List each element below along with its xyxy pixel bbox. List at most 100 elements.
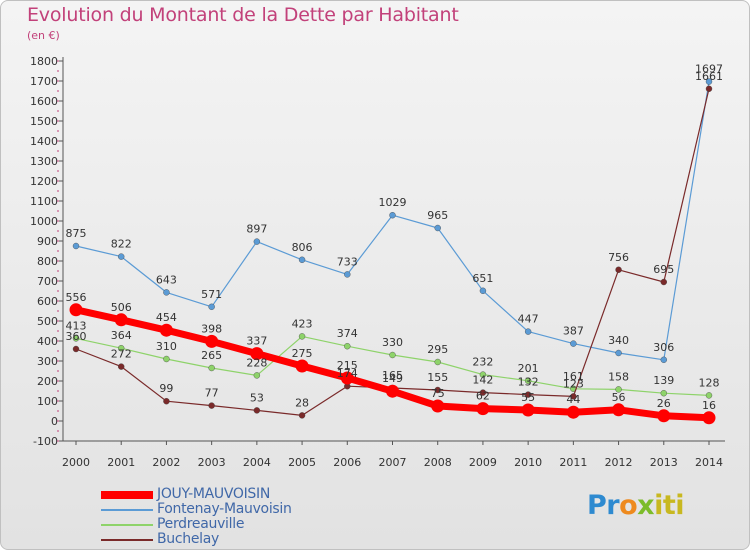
legend-label: Buchelay (157, 531, 220, 547)
y-tick-label: 1200 (30, 175, 58, 188)
data-point (660, 356, 667, 363)
data-label: 387 (563, 325, 584, 338)
data-label: 228 (246, 356, 267, 369)
data-point (434, 386, 441, 394)
x-tick-label: 2002 (152, 456, 180, 469)
data-point (476, 402, 490, 416)
data-point (615, 386, 622, 393)
data-label: 55 (521, 391, 535, 404)
data-point (208, 303, 215, 310)
data-point (72, 335, 80, 342)
data-label: 695 (653, 263, 674, 276)
data-label: 165 (382, 369, 403, 382)
data-point (524, 391, 532, 398)
data-point (208, 402, 215, 409)
data-label: 77 (205, 387, 219, 400)
proxiti-logo: Proxiti (587, 490, 685, 521)
data-label: 306 (653, 341, 674, 354)
data-label: 398 (201, 322, 222, 335)
data-label: 53 (250, 391, 264, 404)
data-point (344, 271, 351, 278)
y-tick-label: 300 (37, 355, 58, 368)
data-point (524, 328, 532, 335)
data-point (298, 256, 306, 263)
data-label: 875 (66, 227, 87, 240)
x-tick-label: 2006 (333, 456, 361, 469)
data-label: 62 (476, 390, 490, 403)
data-point (570, 393, 577, 400)
data-label: 806 (292, 241, 313, 254)
data-point (118, 345, 125, 352)
data-point (163, 398, 170, 405)
legend-label: Perdreauville (157, 516, 245, 532)
data-label: 364 (111, 329, 132, 342)
data-point (295, 359, 309, 373)
x-tick-label: 2012 (605, 456, 633, 469)
data-label: 413 (66, 319, 87, 332)
chart-unit: (en €) (27, 29, 60, 42)
data-point (159, 323, 173, 337)
data-label: 132 (518, 376, 539, 389)
data-label: 965 (427, 209, 448, 222)
data-label: 16 (702, 399, 716, 412)
data-point (340, 371, 354, 385)
data-point (69, 303, 83, 317)
data-label: 756 (608, 251, 629, 264)
legend-item: Buchelay (101, 531, 341, 547)
data-label: 28 (295, 396, 309, 409)
data-point (389, 211, 396, 219)
data-point (298, 333, 306, 340)
data-label: 142 (472, 374, 493, 387)
data-label: 643 (156, 273, 177, 286)
data-label: 155 (427, 371, 448, 384)
data-label: 337 (246, 335, 267, 348)
data-point (660, 278, 667, 286)
data-label: 158 (608, 370, 629, 383)
legend-label: JOUY-MAUVOISIN (157, 486, 271, 502)
data-point (657, 409, 671, 423)
chart-series (69, 78, 716, 425)
data-label: 506 (111, 301, 132, 314)
data-point (118, 363, 125, 370)
data-point (114, 313, 128, 327)
chart-axes: -100 0 100 200 300 400 500 600 700 800 900 1000 1100… (30, 55, 725, 469)
x-tick-label: 2010 (514, 456, 542, 469)
x-tick-label: 2014 (695, 456, 723, 469)
data-point (298, 412, 306, 419)
data-point (163, 289, 170, 296)
data-label: 556 (66, 291, 87, 304)
data-label: 447 (518, 313, 539, 326)
data-point (163, 355, 170, 363)
x-tick-label: 2013 (650, 456, 678, 469)
x-tick-label: 2007 (379, 456, 407, 469)
y-tick-label: 0 (51, 415, 58, 428)
data-point (72, 242, 80, 250)
data-point (344, 343, 351, 350)
data-point (660, 390, 667, 397)
chart-data-labels: 556 506 454 398 337 275 215 149 75 62 55 44 56 26 16 87… (66, 63, 724, 412)
y-tick-label: 400 (37, 335, 58, 348)
x-tick-label: 2004 (243, 456, 271, 469)
data-point (524, 377, 532, 384)
data-label: 272 (111, 348, 132, 361)
data-label: 651 (472, 272, 493, 285)
data-point (612, 403, 626, 417)
y-tick-label: 200 (37, 375, 58, 388)
data-label: 149 (382, 372, 403, 385)
data-label: 275 (292, 347, 313, 360)
y-tick-label: 1500 (30, 115, 58, 128)
data-point (570, 340, 577, 347)
legend-item: Perdreauville (101, 516, 341, 532)
y-tick-label: 1600 (30, 95, 58, 108)
data-label: 123 (563, 377, 584, 390)
data-point (615, 266, 622, 273)
data-point (253, 238, 261, 245)
y-tick-label: 500 (37, 315, 58, 328)
data-label: 374 (337, 327, 358, 340)
data-point (250, 347, 264, 361)
data-point (705, 78, 713, 85)
data-label: 75 (431, 387, 445, 400)
y-tick-label: 100 (37, 395, 58, 408)
data-label: 128 (699, 376, 720, 389)
